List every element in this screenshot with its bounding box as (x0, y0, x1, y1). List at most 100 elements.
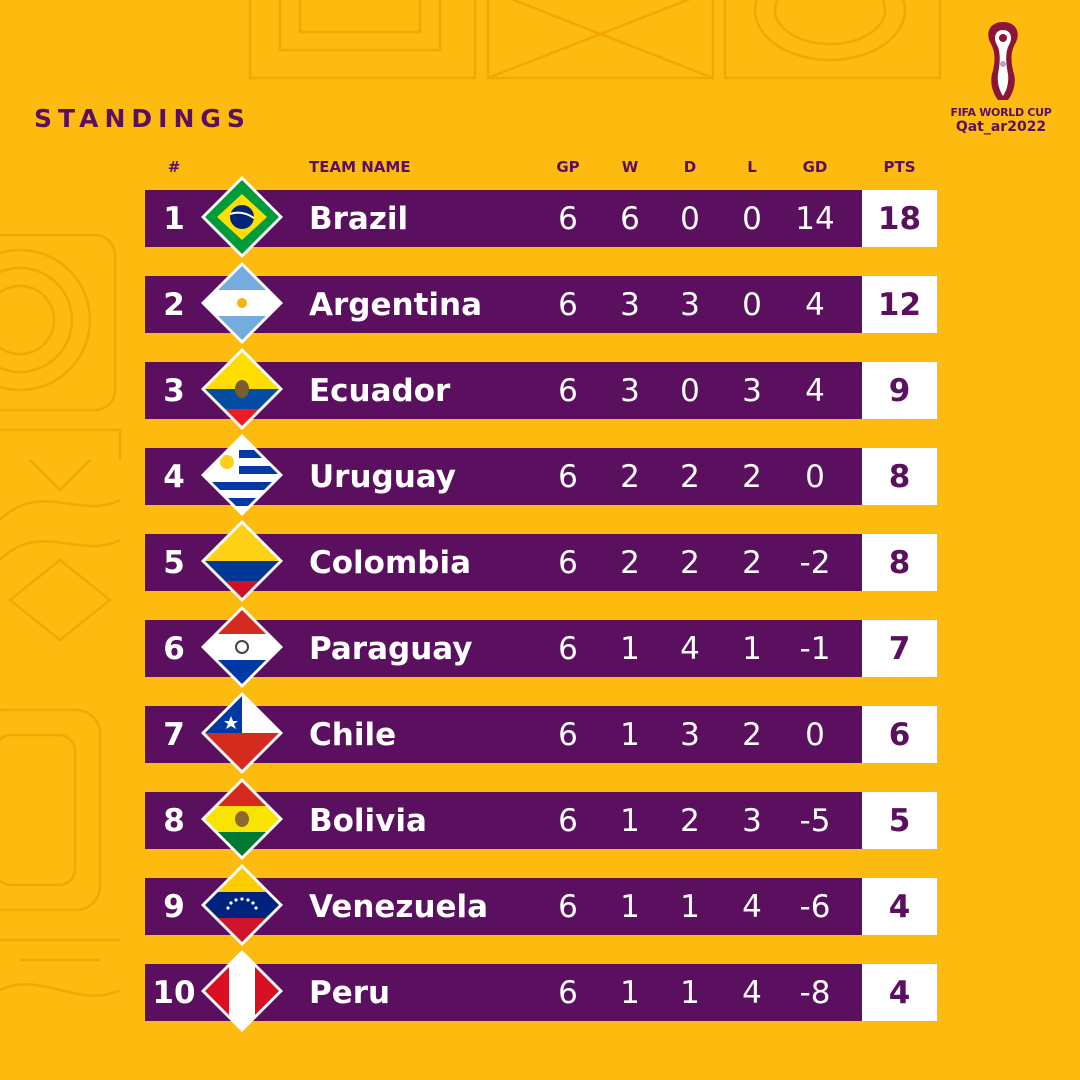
row-rank: 10 (152, 974, 196, 1011)
page-title: STANDINGS (34, 104, 251, 133)
row-team-name: Paraguay (309, 630, 473, 667)
row-pts: 9 (862, 362, 937, 419)
row-gd: -6 (799, 888, 831, 925)
row-d: 2 (680, 458, 700, 495)
row-w: 2 (620, 544, 640, 581)
row-gp: 6 (558, 286, 578, 323)
row-rank: 2 (163, 286, 185, 323)
row-team-name: Peru (309, 974, 391, 1011)
row-rank: 7 (163, 716, 185, 753)
row-l: 4 (742, 974, 762, 1011)
table-row: 6 Paraguay 6 1 4 1 -1 7 (145, 606, 937, 688)
row-gd: 14 (795, 200, 835, 237)
table-row: 10 Peru 6 1 1 4 -8 4 (145, 950, 937, 1032)
table-row: 5 Colombia 6 2 2 2 -2 8 (145, 520, 937, 602)
logo-text-line2: Qat_ar2022 (955, 119, 1047, 135)
row-l: 2 (742, 458, 762, 495)
row-gd: -8 (799, 974, 831, 1011)
row-w: 1 (620, 974, 640, 1011)
row-d: 0 (680, 200, 700, 237)
row-gp: 6 (558, 200, 578, 237)
row-w: 3 (620, 372, 640, 409)
row-team-name: Uruguay (309, 458, 456, 495)
row-gd: 4 (805, 286, 825, 323)
row-pts: 8 (862, 534, 937, 591)
row-l: 4 (742, 888, 762, 925)
row-gd: -5 (799, 802, 831, 839)
row-gd: -2 (799, 544, 831, 581)
row-l: 3 (742, 372, 762, 409)
row-w: 1 (620, 802, 640, 839)
col-header-w: W (621, 158, 639, 176)
row-d: 2 (680, 544, 700, 581)
row-gd: 0 (805, 716, 825, 753)
table-row: 9 Venezuela 6 1 1 4 -6 4 (145, 864, 937, 946)
table-row: 8 Bolivia 6 1 2 3 -5 5 (145, 778, 937, 860)
table-row: 7 Chile 6 1 3 2 0 6 (145, 692, 937, 774)
row-pts: 18 (862, 190, 937, 247)
row-team-name: Brazil (309, 200, 409, 237)
argentina-flag-icon (201, 262, 283, 344)
row-gp: 6 (558, 716, 578, 753)
table-row: 3 Ecuador 6 3 0 3 4 9 (145, 348, 937, 430)
bolivia-flag-icon (201, 778, 283, 860)
row-l: 2 (742, 544, 762, 581)
row-d: 2 (680, 802, 700, 839)
row-rank: 4 (163, 458, 185, 495)
table-row: 4 Uruguay 6 2 2 2 0 8 (145, 434, 937, 516)
row-d: 1 (680, 888, 700, 925)
row-gp: 6 (558, 802, 578, 839)
row-pts: 6 (862, 706, 937, 763)
row-d: 1 (680, 974, 700, 1011)
row-team-name: Colombia (309, 544, 472, 581)
table-row: 1 Brazil 6 6 0 0 14 18 (145, 176, 937, 258)
row-pts: 5 (862, 792, 937, 849)
row-rank: 6 (163, 630, 185, 667)
row-rank: 1 (163, 200, 185, 237)
ecuador-flag-icon (201, 348, 283, 430)
paraguay-flag-icon (201, 606, 283, 688)
row-w: 2 (620, 458, 640, 495)
row-gp: 6 (558, 974, 578, 1011)
row-team-name: Bolivia (309, 802, 427, 839)
row-gd: 4 (805, 372, 825, 409)
row-gp: 6 (558, 458, 578, 495)
row-w: 6 (620, 200, 640, 237)
row-l: 0 (742, 200, 762, 237)
row-pts: 7 (862, 620, 937, 677)
row-l: 0 (742, 286, 762, 323)
venezuela-flag-icon (201, 864, 283, 946)
chile-flag-icon (201, 692, 283, 774)
row-gp: 6 (558, 888, 578, 925)
world-cup-logo: FIFA WORLD CUP Qat_ar2022 (946, 20, 1056, 140)
row-team-name: Ecuador (309, 372, 451, 409)
row-gp: 6 (558, 630, 578, 667)
row-team-name: Venezuela (309, 888, 489, 925)
table-row: 2 Argentina 6 3 3 0 4 12 (145, 262, 937, 344)
row-l: 1 (742, 630, 762, 667)
row-w: 3 (620, 286, 640, 323)
row-gp: 6 (558, 544, 578, 581)
row-d: 3 (680, 286, 700, 323)
row-team-name: Argentina (309, 286, 482, 323)
row-w: 1 (620, 716, 640, 753)
row-w: 1 (620, 630, 640, 667)
col-header-pts: PTS (883, 158, 916, 176)
row-pts: 4 (862, 878, 937, 935)
row-rank: 5 (163, 544, 185, 581)
row-team-name: Chile (309, 716, 397, 753)
row-d: 3 (680, 716, 700, 753)
logo-text-line1: FIFA WORLD CUP (950, 106, 1052, 119)
row-pts: 4 (862, 964, 937, 1021)
row-gp: 6 (558, 372, 578, 409)
col-header-l: L (747, 158, 757, 176)
row-gd: -1 (799, 630, 831, 667)
row-d: 4 (680, 630, 700, 667)
row-l: 3 (742, 802, 762, 839)
col-header-gp: GP (556, 158, 580, 176)
row-d: 0 (680, 372, 700, 409)
peru-flag-icon (201, 950, 283, 1032)
col-header-d: D (683, 158, 697, 176)
colombia-flag-icon (201, 520, 283, 602)
row-pts: 8 (862, 448, 937, 505)
